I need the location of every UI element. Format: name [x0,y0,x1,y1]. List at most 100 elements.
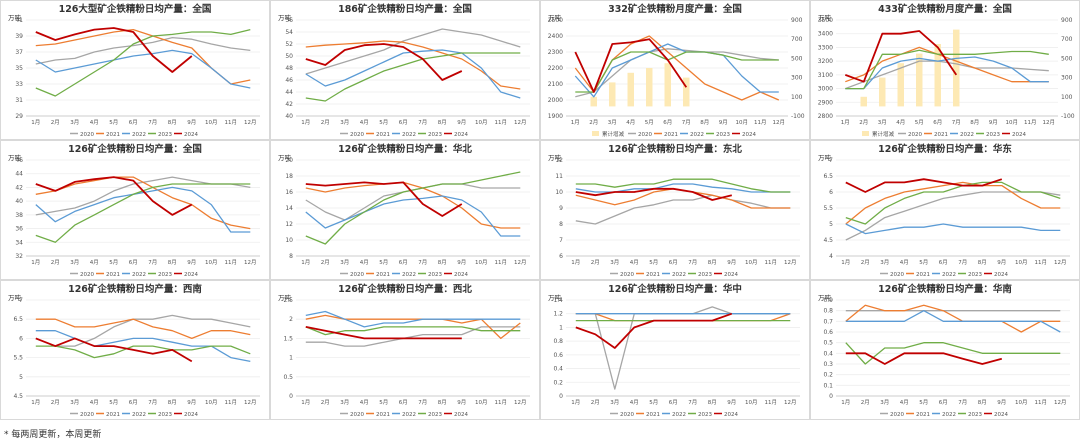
x-tick-label: 6月 [939,399,948,406]
y-tick-label: 4 [829,253,833,260]
x-tick-label: 12月 [1043,119,1056,126]
y-tick-label: 42 [15,184,23,191]
x-tick-label: 6月 [939,259,948,266]
y2-tick-label: 300 [1061,75,1073,82]
x-tick-label: 2月 [321,399,330,406]
x-tick-label: 12月 [773,119,786,126]
x-tick-label: 3月 [880,399,889,406]
legend-label: 2021 [376,272,390,278]
y-tick-label: 12 [285,221,293,228]
y-tick-label: 42 [285,101,293,108]
legend-label: 2023 [698,272,712,278]
y-tick-label: 4.5 [13,393,23,400]
legend-swatch [592,131,599,136]
bar [646,68,653,107]
series-line-2023 [305,171,521,245]
series-line-2020 [305,326,521,347]
y-tick-label: 0 [559,393,563,400]
y-tick-label: 3200 [818,58,833,65]
y-tick-label: 0.2 [823,372,833,379]
series-line-2022 [305,310,521,328]
series-line-2024 [305,181,463,217]
x-tick-label: 9月 [187,119,196,126]
x-tick-label: 8月 [168,399,177,406]
x-tick-label: 10月 [475,119,488,126]
x-tick-label: 9月 [187,399,196,406]
y-tick-label: 2500 [548,17,563,24]
bar [916,53,923,107]
x-tick-label: 9月 [719,119,728,126]
y-tick-label: 1.2 [553,311,563,318]
y-tick-label: 2400 [548,33,563,40]
x-tick-label: 12月 [784,259,797,266]
x-tick-label: 8月 [708,399,717,406]
y2-tick-label: -100 [1061,113,1075,120]
y-tick-label: 4.5 [823,237,833,244]
y-tick-label: 2800 [818,113,833,120]
x-tick-label: 4月 [360,259,369,266]
y-tick-label: 12 [555,157,563,164]
unit-label: 万吨 [818,293,832,302]
x-tick-label: 7月 [958,259,967,266]
x-tick-label: 11月 [765,399,778,406]
chart-title: 126矿企铁精粉日均产量：全国 [68,143,202,155]
x-tick-label: 10月 [475,399,488,406]
x-tick-label: 12月 [244,259,257,266]
legend-label: 2020 [80,132,94,138]
legend-label: 2020 [890,272,904,278]
x-tick-label: 10月 [745,259,758,266]
legend-label: 2023 [428,132,442,138]
legend-label: 2022 [402,412,416,418]
legend-label: 2023 [158,272,172,278]
series-line-2022 [305,195,521,237]
y-tick-label: 1900 [548,113,563,120]
y-tick-label: 8 [559,221,563,228]
x-tick-label: 10月 [205,259,218,266]
series-line-2021 [35,318,251,340]
x-tick-label: 11月 [1035,399,1048,406]
x-tick-label: 3月 [610,399,619,406]
y-tick-label: 50 [285,53,293,60]
x-tick-label: 11月 [1024,119,1037,126]
chart-title: 126矿企铁精粉日均产量：华中 [608,283,742,295]
x-tick-label: 6月 [399,119,408,126]
x-tick-label: 11月 [765,259,778,266]
legend-label: 2023 [158,132,172,138]
bar [664,63,671,107]
chart-title: 126矿企铁精粉日均产量：东北 [608,143,742,155]
chart-title: 126矿企铁精粉日均产量：西南 [68,283,202,295]
x-tick-label: 7月 [688,399,697,406]
legend-label: 2021 [916,272,930,278]
x-tick-label: 2月 [321,119,330,126]
y-tick-label: 0.2 [553,379,563,386]
y-tick-label: 18 [285,173,293,180]
y-tick-label: 10 [285,237,293,244]
series-line-2024 [845,178,1003,193]
x-tick-label: 8月 [700,119,709,126]
y-tick-label: 11 [555,173,563,180]
legend-label: 2022 [672,272,686,278]
unit-label: 万吨 [818,153,832,162]
x-tick-label: 3月 [340,259,349,266]
x-tick-label: 11月 [495,119,508,126]
legend-label: 2024 [994,412,1008,418]
bar [897,63,904,107]
y2-tick-label: 500 [791,55,803,62]
legend-label: 2024 [184,272,198,278]
bar [860,96,867,107]
legend-label: 2021 [646,412,660,418]
y-tick-label: 2.5 [283,297,293,304]
legend-label: 2023 [158,412,172,418]
x-tick-label: 4月 [626,119,635,126]
series-line-2023 [35,345,251,359]
unit-label: 万吨 [548,153,562,162]
x-tick-label: 10月 [475,259,488,266]
chart-title: 126大型矿企铁精粉日均产量：全国 [59,3,212,15]
unit-label: 万吨 [548,293,562,302]
x-tick-label: 1月 [301,259,310,266]
